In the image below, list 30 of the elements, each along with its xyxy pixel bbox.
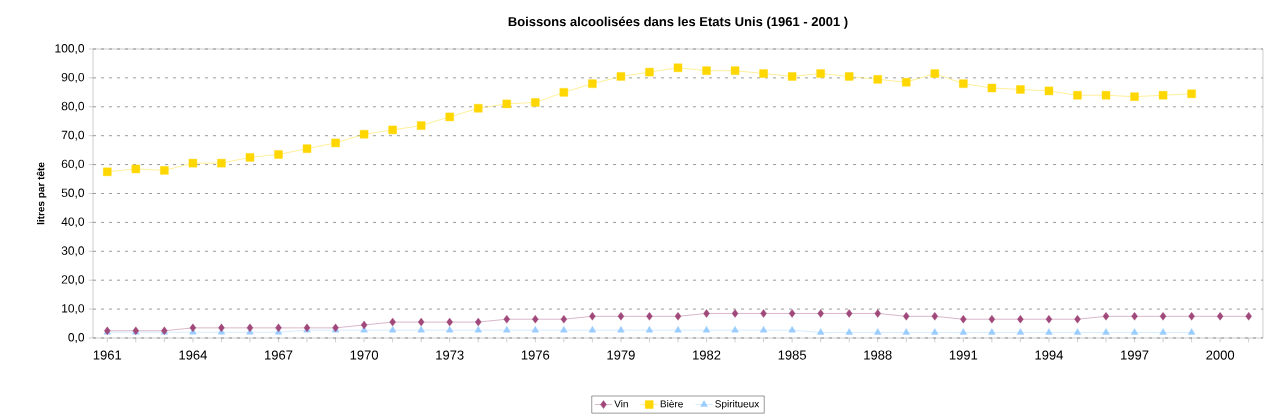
- y-tick-label: 90,0: [61, 72, 85, 83]
- x-tick-label: 1982: [693, 350, 721, 360]
- y-tick-label: 40,0: [61, 217, 85, 228]
- x-tick-label: 1994: [1035, 350, 1064, 360]
- y-tick-label: 70,0: [61, 130, 85, 141]
- x-tick-label: 1967: [265, 350, 293, 360]
- x-tick-label: 1985: [778, 350, 807, 360]
- chart-title: Boissons alcoolisées dans les Etats Unis (1961 - 2001 ): [508, 16, 848, 29]
- x-tick-label: 1976: [521, 350, 550, 360]
- x-tick-label: 1988: [864, 350, 892, 360]
- y-tick-label: 50,0: [61, 188, 85, 199]
- y-tick-label: 80,0: [61, 101, 85, 112]
- y-tick-label: 60,0: [61, 159, 85, 170]
- x-tick-label: 1997: [1121, 350, 1149, 360]
- x-tick-label: 1964: [179, 350, 207, 360]
- y-tick-label: 10,0: [62, 304, 85, 315]
- legend-label: Vin: [614, 400, 628, 408]
- y-tick-label: 20,0: [61, 275, 85, 286]
- x-tick-label: 1979: [607, 350, 635, 360]
- x-tick-label: 1970: [350, 350, 379, 360]
- x-tick-label: 1991: [949, 350, 978, 360]
- legend-label: Bière: [660, 399, 683, 408]
- y-tick-label: 100,0: [55, 44, 85, 54]
- y-tick-label: 30,0: [61, 246, 85, 257]
- x-tick-label: 1973: [436, 350, 464, 360]
- y-tick-label: 0,0: [68, 333, 85, 343]
- y-axis-title: litres par tête: [36, 162, 47, 225]
- legend-label: Spiritueux: [715, 400, 760, 410]
- x-tick-label: 1961: [93, 350, 122, 360]
- x-tick-label: 2000: [1206, 350, 1235, 360]
